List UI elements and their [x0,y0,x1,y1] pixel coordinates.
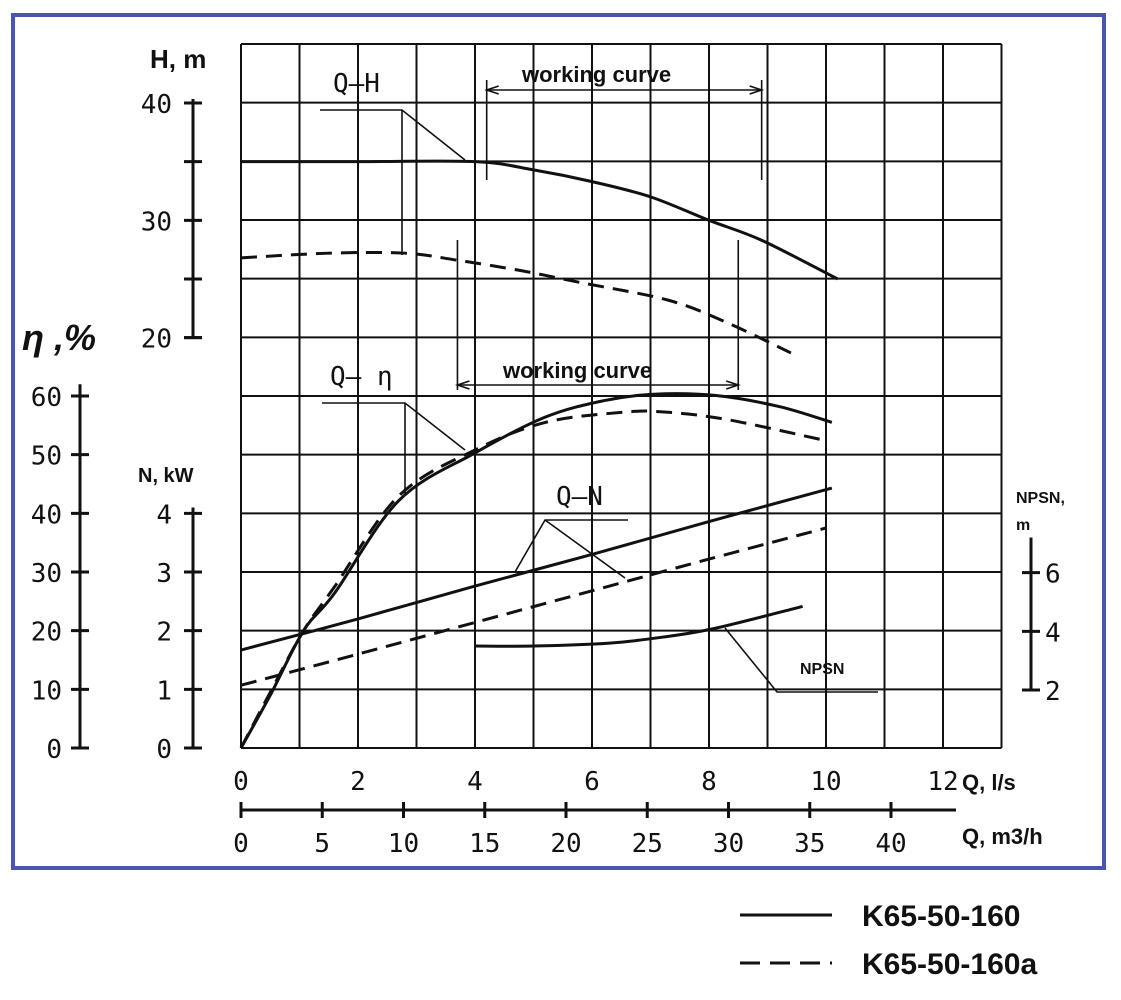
grid [240,43,1003,749]
working-range-bottom-arrow-left [454,380,470,390]
x2-tick-label-m3h: 40 [875,829,906,859]
annotation-q-eta: Q– η [330,362,393,392]
npsn-tick-label: 6 [1045,560,1061,590]
leader-q-h [320,109,466,161]
eta-tick-label: 0 [46,735,62,765]
x2-tick-label-m3h: 10 [388,829,419,859]
leader-q-eta [322,402,466,451]
x2-tick-label-m3h: 30 [713,829,744,859]
legend-label-0: K65-50-160 [862,900,1020,933]
annotation-working-curve-top: working curve [521,62,671,87]
h-axis-label: H, m [150,44,206,74]
n-tick-label: 1 [156,676,172,706]
npsn-axis-label-line2: m [1016,517,1030,534]
curves [239,159,839,749]
n-tick-label: 3 [156,559,172,589]
legend-label-1: K65-50-160a [862,948,1037,981]
series-q-n-k65-50-160 [240,486,833,652]
x-axis-label-m3h: Q, m3/h [962,824,1043,849]
x-tick-label-ls: 4 [467,767,483,797]
x-tick-label-ls: 12 [927,767,958,797]
eta-tick-label: 20 [31,618,62,648]
series-npsn-k65-50-160 [474,604,803,648]
npsn-axis-label-line1: NPSN, [1016,490,1065,507]
eta-tick-label: 10 [31,676,62,706]
legend: K65-50-160 K65-50-160a [740,900,1037,981]
n-tick-label: 4 [156,500,172,530]
eta-tick-label: 60 [31,383,62,413]
series-q-n-k65-50-160a [240,526,827,687]
x2-tick-label-m3h: 15 [469,829,500,859]
series-q-k65-50-160a [239,409,824,749]
annotation-working-curve-bottom: working curve [502,358,652,383]
annotation-q-n: Q–N [556,482,603,512]
x-tick-label-ls: 8 [701,767,717,797]
annotation-npsn: NPSN [800,661,844,678]
h-tick-label: 20 [141,325,172,355]
eta-tick-label: 40 [31,500,62,530]
x2-tick-label-m3h: 0 [233,829,249,859]
h-tick-label: 40 [141,90,172,120]
h-tick-label: 30 [141,207,172,237]
leader-q-n [514,519,628,573]
n-tick-label: 0 [156,735,172,765]
working-range-top-arrow-left [484,85,499,95]
eta-tick-label: 30 [31,559,62,589]
eta-tick-label: 50 [31,442,62,472]
x-axis-label-ls: Q, l/s [962,770,1016,795]
working-range-bottom-arrow-right [725,380,741,390]
working-range-brackets [454,80,765,390]
n-tick-label: 2 [156,618,172,648]
leader-q-n-2 [544,519,626,579]
x2-tick-label-m3h: 25 [632,829,663,859]
series-q-h-k65-50-160 [241,159,839,281]
x-tick-label-ls: 2 [350,767,366,797]
x-tick-label-ls: 10 [810,767,841,797]
leader-npsn [724,627,878,693]
chart-frame [11,13,1106,870]
x2-tick-label-m3h: 5 [314,829,330,859]
axes [71,99,1040,818]
x2-tick-label-m3h: 35 [794,829,825,859]
npsn-tick-label: 4 [1045,618,1061,648]
x-tick-label-ls: 0 [233,767,249,797]
x-tick-label-ls: 6 [584,767,600,797]
series-q-h-k65-50-160a [240,250,792,355]
annotations: Q–H Q– η Q–N NPSN working curve working … [320,62,878,693]
eta-axis-label: η ,% [22,317,96,358]
annotation-q-h: Q–H [333,69,380,99]
x2-tick-label-m3h: 20 [550,829,581,859]
n-axis-label: N, kW [138,465,194,487]
npsn-tick-label: 2 [1045,677,1061,707]
working-range-top-arrow-right [749,85,765,95]
